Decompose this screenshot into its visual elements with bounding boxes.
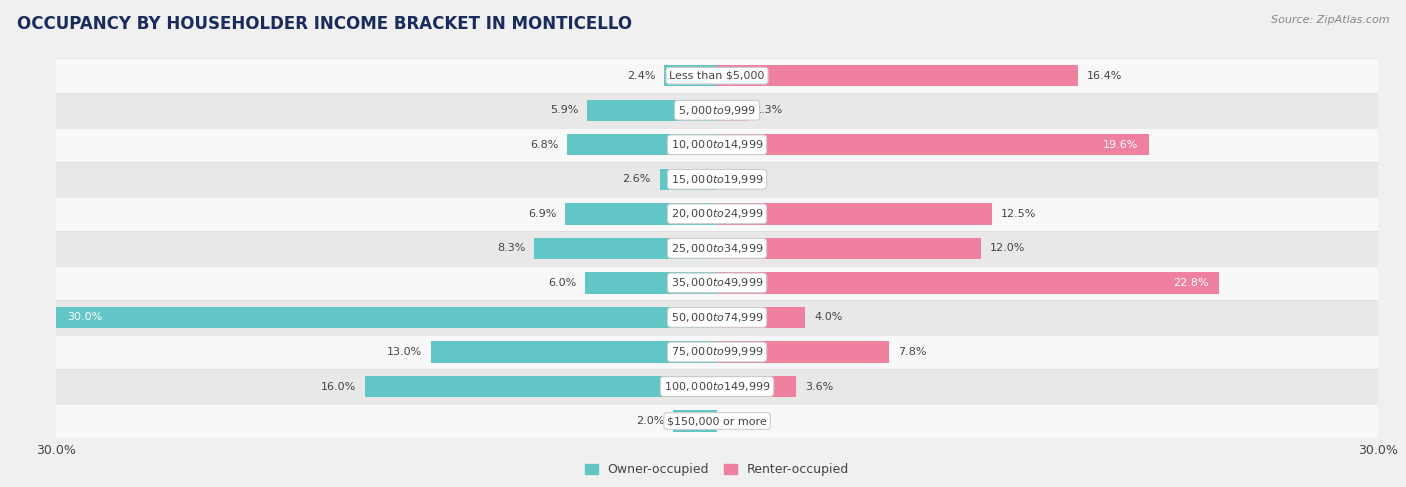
Text: 22.8%: 22.8% [1173, 278, 1208, 288]
Text: $50,000 to $74,999: $50,000 to $74,999 [671, 311, 763, 324]
Bar [56, 307, 717, 328]
Bar [585, 272, 717, 294]
Bar [430, 341, 717, 363]
Text: OCCUPANCY BY HOUSEHOLDER INCOME BRACKET IN MONTICELLO: OCCUPANCY BY HOUSEHOLDER INCOME BRACKET … [17, 15, 633, 33]
Text: 2.4%: 2.4% [627, 71, 655, 81]
Text: $150,000 or more: $150,000 or more [668, 416, 766, 426]
Text: 2.6%: 2.6% [623, 174, 651, 184]
Text: Source: ZipAtlas.com: Source: ZipAtlas.com [1271, 15, 1389, 25]
Text: 1.3%: 1.3% [755, 105, 783, 115]
Text: 2.0%: 2.0% [636, 416, 664, 426]
Bar [717, 65, 1078, 86]
Bar [717, 376, 796, 397]
Text: $15,000 to $19,999: $15,000 to $19,999 [671, 173, 763, 186]
Bar [664, 65, 717, 86]
Text: 19.6%: 19.6% [1102, 140, 1137, 150]
Bar [717, 238, 981, 259]
Text: 12.5%: 12.5% [1001, 209, 1036, 219]
Text: 13.0%: 13.0% [387, 347, 422, 357]
Bar [567, 134, 717, 155]
Text: $10,000 to $14,999: $10,000 to $14,999 [671, 138, 763, 151]
Bar [565, 203, 717, 225]
Bar [56, 58, 1378, 93]
Text: 16.0%: 16.0% [321, 381, 356, 392]
Bar [56, 300, 1378, 335]
Legend: Owner-occupied, Renter-occupied: Owner-occupied, Renter-occupied [581, 458, 853, 482]
Bar [717, 203, 993, 225]
Text: 0.0%: 0.0% [725, 174, 754, 184]
Bar [56, 128, 1378, 162]
Bar [364, 376, 717, 397]
Bar [56, 335, 1378, 369]
Text: 6.0%: 6.0% [548, 278, 576, 288]
Text: $25,000 to $34,999: $25,000 to $34,999 [671, 242, 763, 255]
Text: $35,000 to $49,999: $35,000 to $49,999 [671, 277, 763, 289]
Text: 8.3%: 8.3% [498, 244, 526, 253]
Bar [56, 197, 1378, 231]
Bar [659, 169, 717, 190]
Text: 3.6%: 3.6% [806, 381, 834, 392]
Bar [56, 162, 1378, 197]
Bar [717, 341, 889, 363]
Text: 7.8%: 7.8% [897, 347, 927, 357]
Bar [673, 411, 717, 432]
Text: 4.0%: 4.0% [814, 313, 842, 322]
Bar [717, 307, 806, 328]
Text: 30.0%: 30.0% [67, 313, 103, 322]
Text: Less than $5,000: Less than $5,000 [669, 71, 765, 81]
Bar [56, 404, 1378, 438]
Text: $100,000 to $149,999: $100,000 to $149,999 [664, 380, 770, 393]
Bar [534, 238, 717, 259]
Text: 12.0%: 12.0% [990, 244, 1025, 253]
Bar [588, 99, 717, 121]
Text: $20,000 to $24,999: $20,000 to $24,999 [671, 207, 763, 220]
Bar [56, 93, 1378, 128]
Bar [717, 99, 745, 121]
Text: 5.9%: 5.9% [550, 105, 578, 115]
Text: 0.0%: 0.0% [725, 416, 754, 426]
Bar [56, 231, 1378, 265]
Bar [717, 134, 1149, 155]
Bar [56, 265, 1378, 300]
Bar [717, 272, 1219, 294]
Text: $5,000 to $9,999: $5,000 to $9,999 [678, 104, 756, 117]
Text: 16.4%: 16.4% [1087, 71, 1122, 81]
Text: 6.9%: 6.9% [527, 209, 557, 219]
Text: 6.8%: 6.8% [530, 140, 558, 150]
Text: $75,000 to $99,999: $75,000 to $99,999 [671, 345, 763, 358]
Bar [56, 369, 1378, 404]
